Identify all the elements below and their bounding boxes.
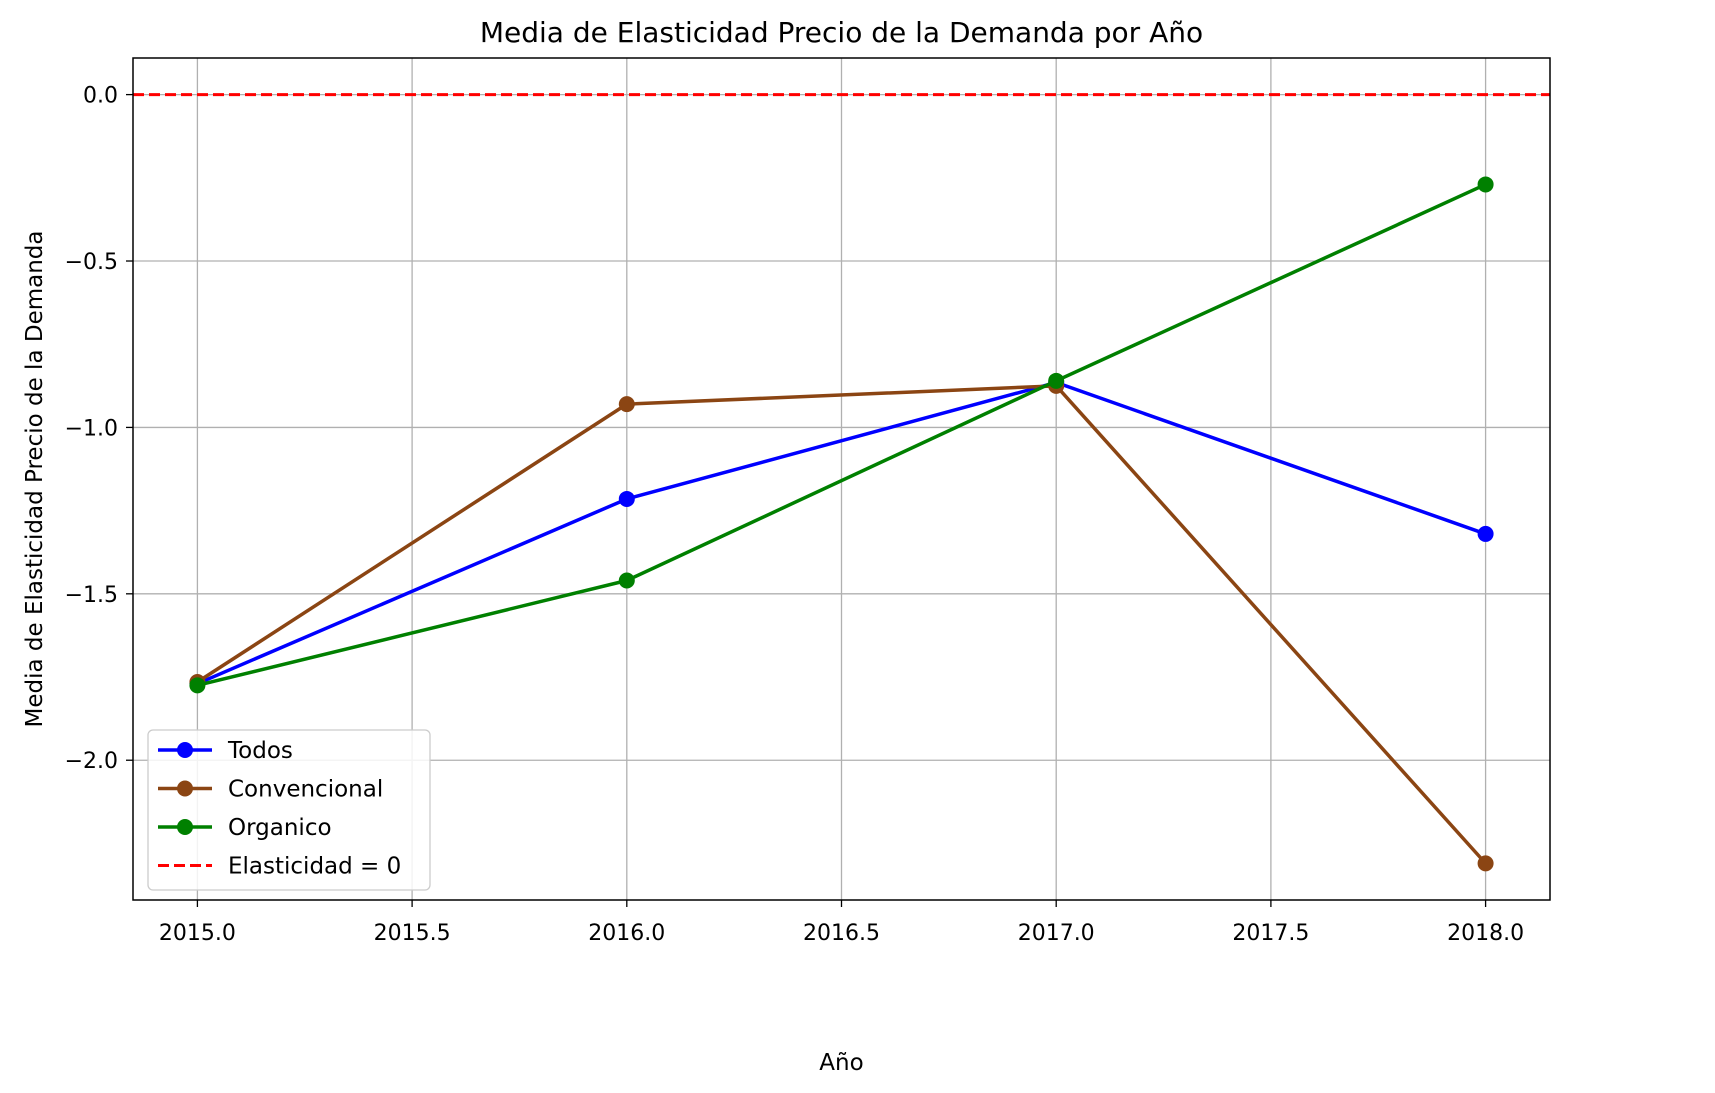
y-tick-label: −1.0 [65, 416, 118, 441]
x-tick-label: 2015.0 [159, 921, 236, 946]
x-tick-label: 2016.5 [803, 921, 880, 946]
x-tick-label: 2015.5 [374, 921, 451, 946]
legend-box [147, 729, 431, 891]
series-group [189, 176, 1494, 872]
data-point-convencional [1477, 855, 1494, 872]
series-line-convencional [196, 384, 1487, 865]
data-point-organico [618, 572, 635, 589]
series-line-todos [196, 380, 1487, 686]
legend-marker [177, 819, 193, 835]
y-axis-label: Media de Elasticidad Precio de la Demand… [22, 231, 48, 728]
y-tick-label: −2.0 [65, 749, 118, 774]
data-point-organico [1048, 372, 1065, 389]
x-tick-label: 2017.5 [1232, 921, 1309, 946]
legend-marker [177, 780, 193, 797]
legend: Todos Convencional Organico Elasticidad = 0 [147, 729, 431, 891]
legend-label: Organico [228, 815, 332, 841]
chart-title: Media de Elasticidad Precio de la Demand… [480, 16, 1203, 49]
y-tick-label: 0.0 [83, 84, 118, 109]
data-point-organico [1477, 176, 1494, 193]
x-axis-label: Año [819, 1050, 863, 1076]
data-point-todos [1477, 525, 1494, 542]
data-point-todos [618, 490, 635, 507]
x-axis-ticks: 2015.0 2015.5 2016.0 2016.5 2017.0 2017.5 2018… [159, 900, 1524, 946]
x-tick-label: 2016.0 [588, 921, 665, 946]
x-tick-label: 2017.0 [1018, 921, 1095, 946]
data-point-organico [189, 677, 206, 694]
legend-label: Elasticidad = 0 [228, 854, 401, 880]
legend-label: Todos [227, 738, 293, 764]
x-tick-label: 2018.0 [1447, 921, 1524, 946]
grid [133, 58, 1550, 900]
legend-label: Convencional [228, 777, 383, 803]
legend-marker [177, 742, 193, 758]
y-tick-label: −0.5 [65, 250, 118, 275]
y-axis-ticks: 0.0 −0.5 −1.0 −1.5 −2.0 [65, 84, 133, 774]
data-point-convencional [618, 396, 635, 413]
y-tick-label: −1.5 [65, 583, 118, 608]
series-line-organico [196, 182, 1487, 688]
